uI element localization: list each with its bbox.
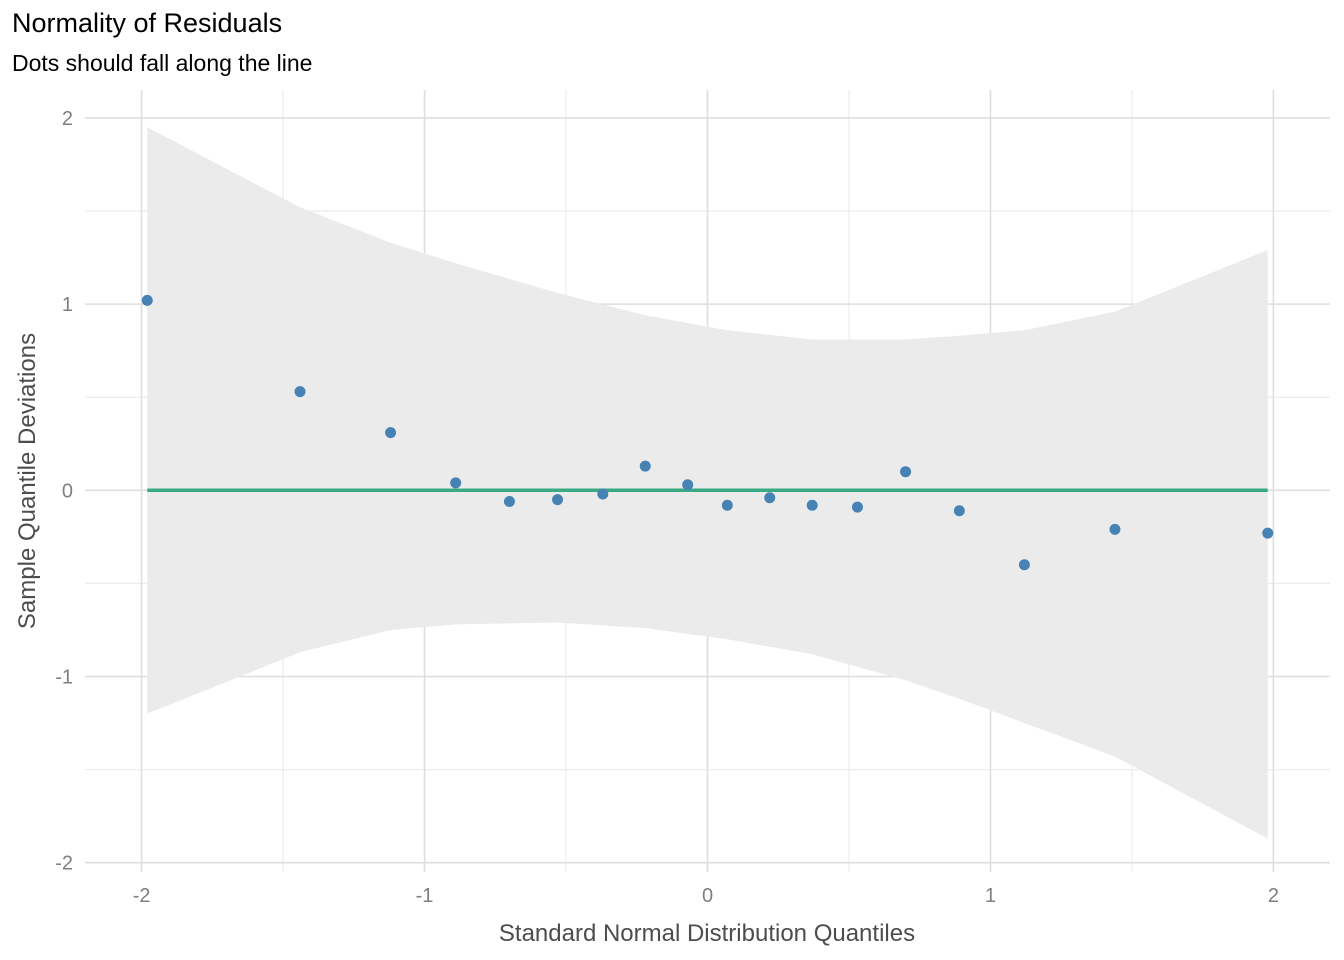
chart-title: Normality of Residuals — [12, 8, 283, 38]
chart-subtitle: Dots should fall along the line — [12, 50, 313, 76]
data-point — [597, 488, 609, 500]
y-axis-title: Sample Quantile Deviations — [14, 333, 41, 629]
x-tick-label: 0 — [702, 885, 713, 907]
x-tick-labels: -2 -1 0 1 2 — [133, 885, 1279, 907]
x-axis-title: Standard Normal Distribution Quantiles — [499, 920, 915, 947]
y-tick-labels: -2 -1 0 1 2 — [55, 108, 73, 875]
y-tick-label: -2 — [55, 853, 73, 875]
x-tick-label: -2 — [133, 885, 151, 907]
data-point — [953, 505, 965, 517]
x-tick-label: -1 — [416, 885, 434, 907]
data-point — [503, 495, 515, 507]
data-point — [900, 466, 912, 478]
data-point — [552, 494, 564, 506]
data-point — [721, 499, 733, 511]
y-tick-label: -1 — [55, 667, 73, 689]
y-tick-label: 2 — [62, 108, 73, 130]
data-point — [1018, 559, 1030, 571]
data-point — [294, 386, 306, 398]
data-point — [450, 477, 462, 489]
data-point — [1262, 527, 1274, 539]
confidence-band — [147, 127, 1268, 839]
data-point — [1109, 523, 1121, 535]
y-tick-label: 0 — [62, 480, 73, 502]
data-points — [141, 294, 1274, 571]
data-point — [385, 427, 397, 439]
data-point — [851, 501, 863, 513]
x-tick-label: 1 — [985, 885, 996, 907]
data-point — [764, 492, 776, 504]
y-tick-label: 1 — [62, 294, 73, 316]
data-point — [682, 479, 694, 491]
data-point — [639, 460, 651, 472]
data-point — [141, 294, 153, 306]
data-point — [806, 499, 818, 511]
x-tick-label: 2 — [1268, 885, 1279, 907]
